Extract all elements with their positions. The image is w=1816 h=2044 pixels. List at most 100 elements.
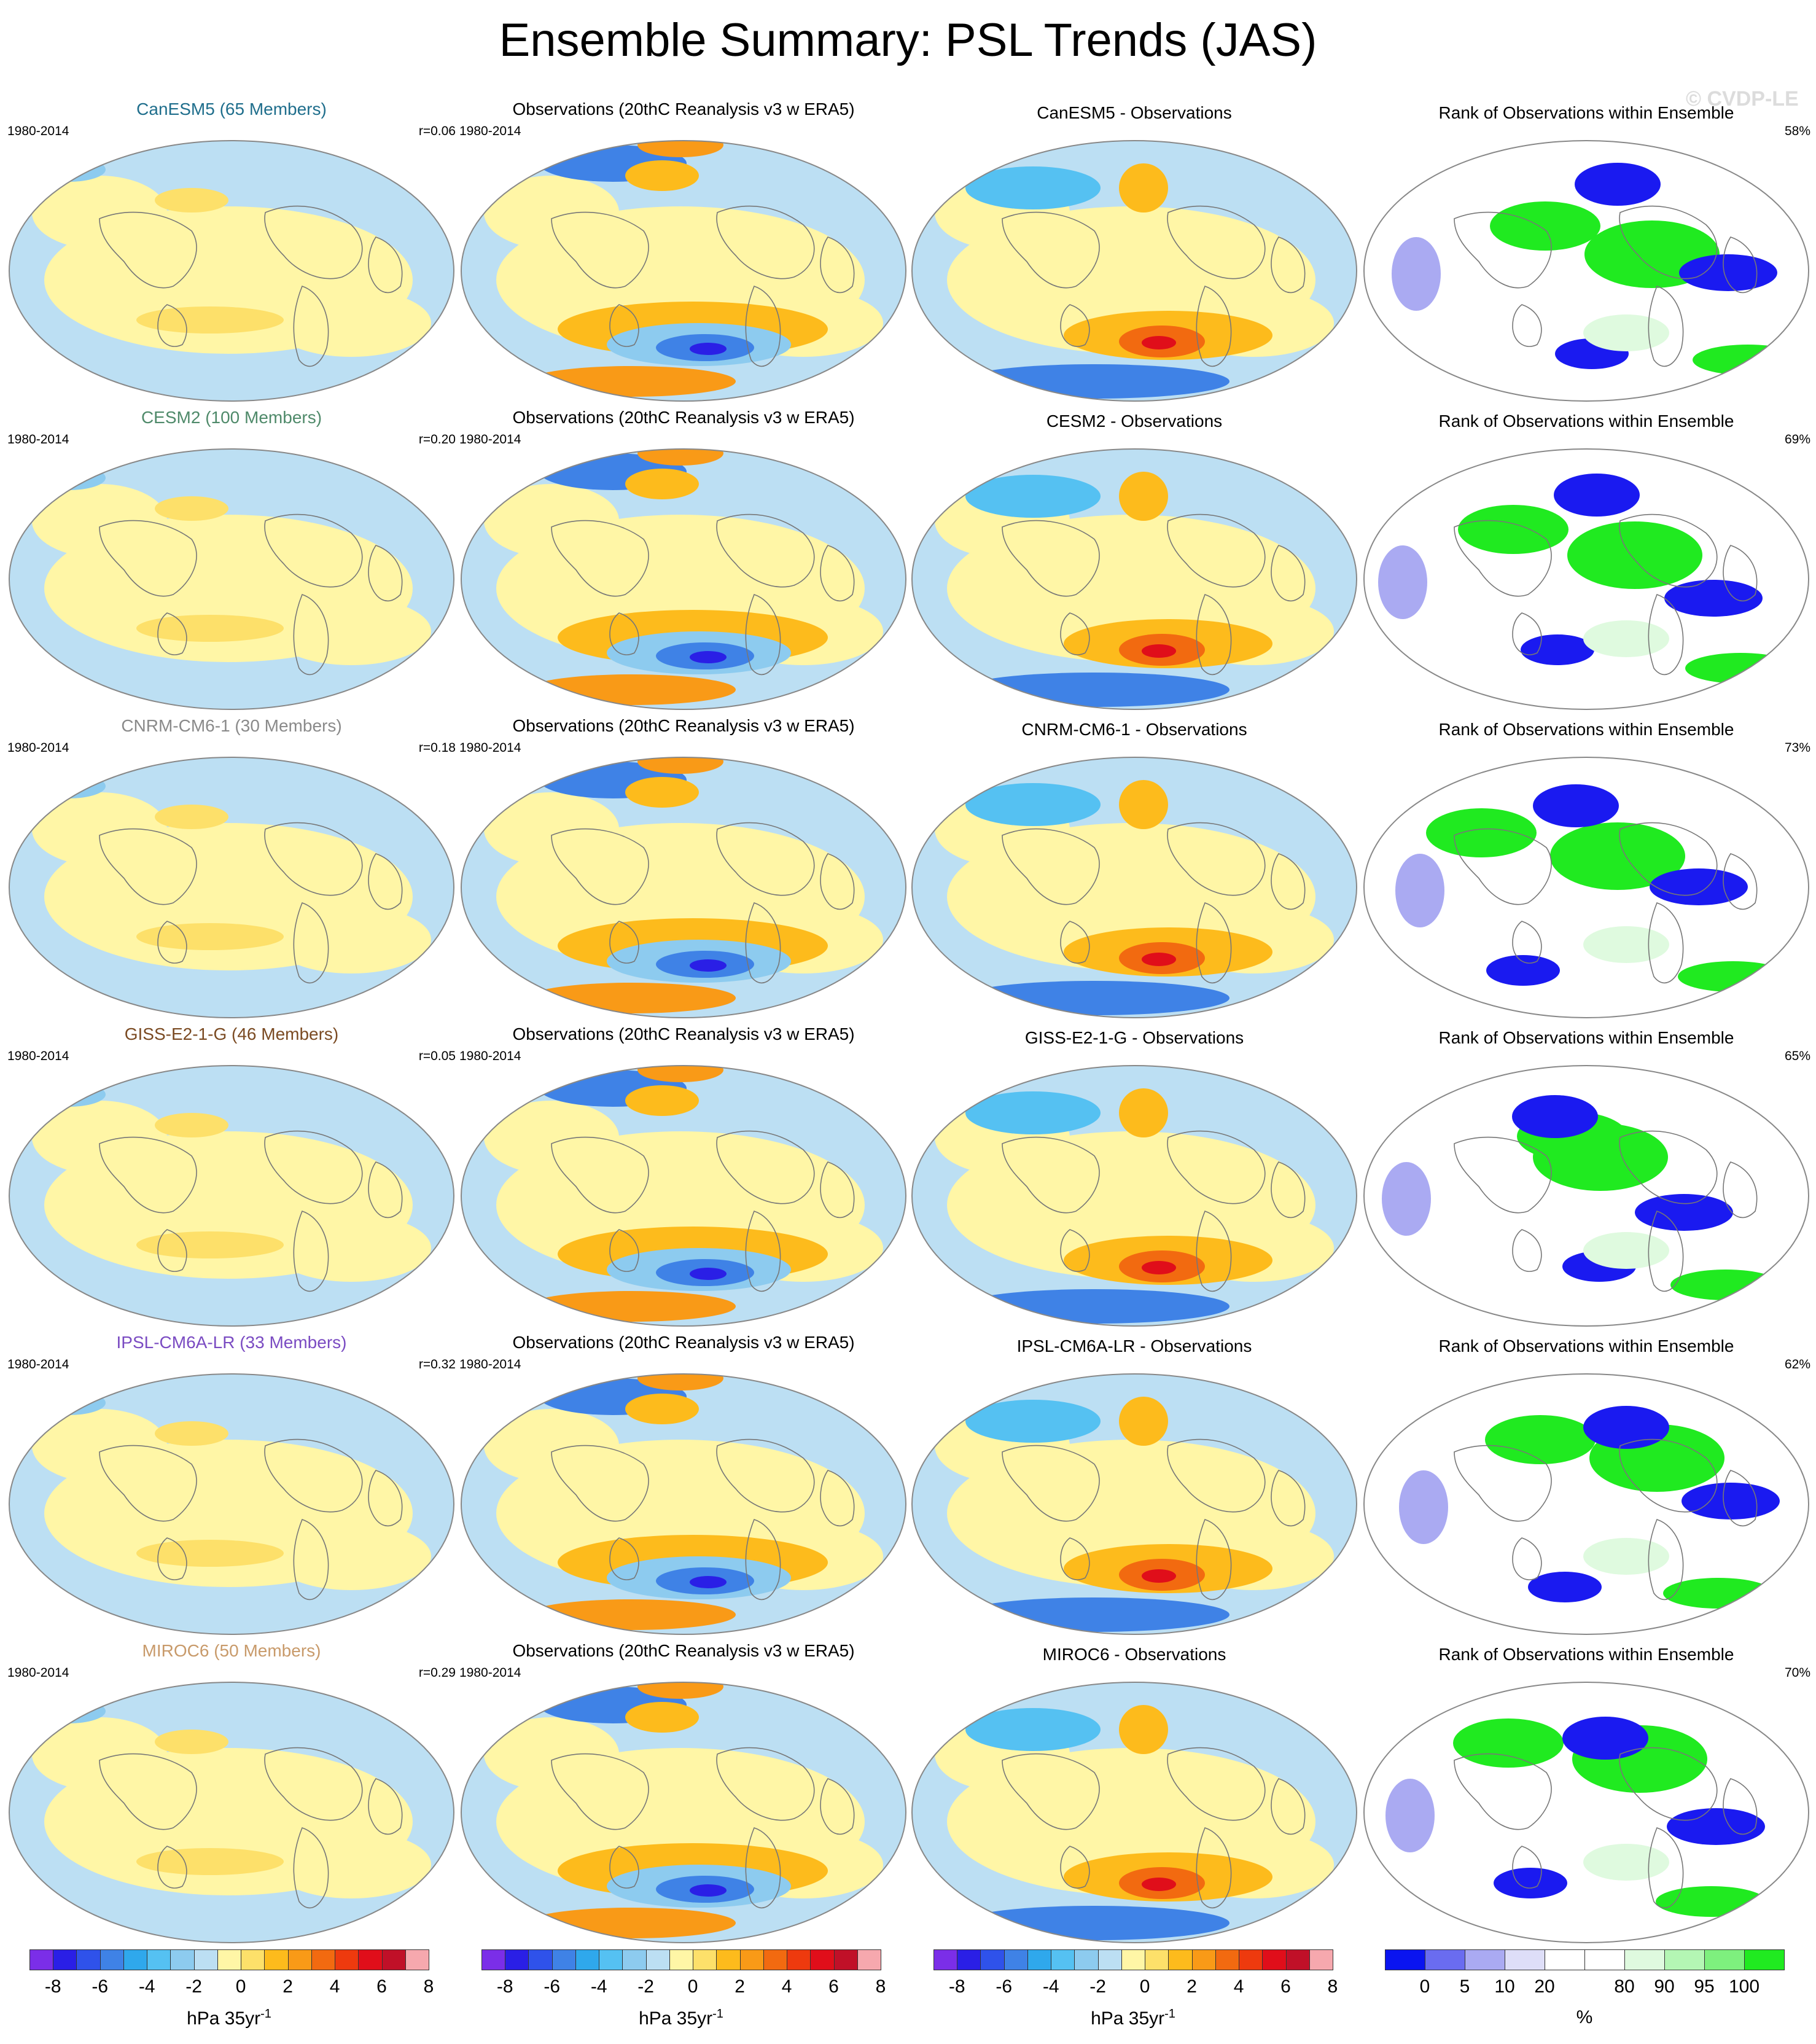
panel-title: CNRM-CM6-1 - Observations: [1021, 720, 1247, 739]
rank-panel-4: Rank of Observations within Ensemble 65%: [1362, 1023, 1810, 1330]
globe-map: [911, 448, 1357, 710]
panel-title: Rank of Observations within Ensemble: [1438, 1028, 1734, 1047]
panel-title: Observations (20thC Reanalysis v3 w ERA5…: [512, 1024, 855, 1043]
colorbar-tick-label: -6: [996, 1976, 1013, 1997]
colorbar-tick-label: 4: [1233, 1976, 1244, 1997]
colorbar-swatch: [669, 1949, 694, 1970]
correlation-label: r=0.06: [418, 124, 456, 138]
colorbar-swatch: [1545, 1949, 1585, 1970]
colorbar-tick-label: 0: [1139, 1976, 1150, 1997]
colorbar-swatch: [264, 1949, 289, 1970]
observation-panel-3: Observations (20thC Reanalysis v3 w ERA5…: [459, 715, 908, 1022]
colorbar-swatch: [1262, 1949, 1287, 1970]
colorbar-tick-label: 0: [235, 1976, 246, 1997]
colorbar-swatch: [1505, 1949, 1545, 1970]
colorbar-tick-label: -2: [637, 1976, 654, 1997]
difference-panel-3: CNRM-CM6-1 - Observations: [910, 715, 1358, 1022]
colorbar-swatch: [505, 1949, 529, 1970]
colorbar-tick-label: 2: [1187, 1976, 1197, 1997]
globe-map: [1363, 1373, 1809, 1635]
colorbar-swatch: [76, 1949, 101, 1970]
colorbar-swatch: [693, 1949, 717, 1970]
panel-title: CESM2 - Observations: [1046, 412, 1223, 431]
colorbar-swatch: [645, 1949, 670, 1970]
colorbar-swatch: [311, 1949, 336, 1970]
colorbar-tick-label: -4: [138, 1976, 155, 1997]
colorbar-swatch: [1385, 1949, 1425, 1970]
colorbar-swatch: [528, 1949, 553, 1970]
colorbar-tick-label: 6: [1280, 1976, 1291, 1997]
colorbar-tick-label: 20: [1534, 1976, 1555, 1997]
panel-title: IPSL-CM6A-LR (33 Members): [116, 1333, 347, 1352]
colorbar-tick-label: 10: [1494, 1976, 1515, 1997]
colorbar-tick-label: 0: [1419, 1976, 1430, 1997]
colorbar-swatch: [241, 1949, 265, 1970]
colorbar-unit: %: [1576, 2007, 1593, 2027]
panel-title: Rank of Observations within Ensemble: [1438, 412, 1734, 431]
colorbar-swatch: [810, 1949, 835, 1970]
globe-map: [911, 1065, 1357, 1327]
colorbar-swatch: [1704, 1949, 1745, 1970]
globe-map: [1363, 448, 1809, 710]
panel-title: Observations (20thC Reanalysis v3 w ERA5…: [512, 1333, 855, 1352]
correlation-label: r=0.32: [418, 1357, 456, 1371]
colorbar-tick-label: 6: [828, 1976, 839, 1997]
panel-title: MIROC6 - Observations: [1042, 1645, 1226, 1664]
panel-title: Rank of Observations within Ensemble: [1438, 103, 1734, 122]
colorbar-swatch: [1215, 1949, 1240, 1970]
observation-panel-1: Observations (20thC Reanalysis v3 w ERA5…: [459, 98, 908, 405]
colorbar-tick-label: 8: [423, 1976, 434, 1997]
colorbar-swatch: [147, 1949, 171, 1970]
colorbar-tick-label: -4: [1042, 1976, 1059, 1997]
colorbar-swatch: [335, 1949, 359, 1970]
globe-map: [461, 1682, 906, 1943]
colorbar-tick-label: -8: [948, 1976, 965, 1997]
model-panel-3: CNRM-CM6-1 (30 Members) 1980-2014 r=0.18: [7, 715, 456, 1022]
colorbar-swatch: [1285, 1949, 1310, 1970]
colorbar-tick-label: 95: [1694, 1976, 1715, 1997]
colorbar-swatch: [763, 1949, 788, 1970]
colorbar-tick-label: -2: [185, 1976, 202, 1997]
colorbar-tick-label: -2: [1089, 1976, 1106, 1997]
model-panel-4: GISS-E2-1-G (46 Members) 1980-2014 r=0.05: [7, 1023, 456, 1330]
colorbar-tick-label: 4: [781, 1976, 792, 1997]
rank-percent: 62%: [1784, 1357, 1810, 1371]
panel-title: Rank of Observations within Ensemble: [1438, 1336, 1734, 1356]
colorbar-swatch: [957, 1949, 981, 1970]
colorbar-unit: hPa 35yr-1: [1010, 2007, 1256, 2029]
globe-map: [9, 1065, 454, 1327]
period-label: 1980-2014: [459, 432, 521, 447]
colorbar-swatch: [1425, 1949, 1465, 1970]
colorbar-swatch: [1145, 1949, 1169, 1970]
panel-title: GISS-E2-1-G - Observations: [1024, 1028, 1244, 1047]
globe-map: [461, 1373, 906, 1635]
correlation-label: r=0.18: [418, 741, 456, 755]
panel-title: Observations (20thC Reanalysis v3 w ERA5…: [512, 99, 855, 119]
colorbar-tick-label: -6: [544, 1976, 561, 1997]
panel-title: Observations (20thC Reanalysis v3 w ERA5…: [512, 1641, 855, 1660]
rank-panel-1: Rank of Observations within Ensemble 58%: [1362, 98, 1810, 405]
colorbar-swatch: [1121, 1949, 1146, 1970]
colorbar-unit: hPa 35yr-1: [106, 2007, 352, 2029]
rank-percent: 65%: [1784, 1049, 1810, 1063]
colorbar-swatch: [980, 1949, 1005, 1970]
colorbar-tick-label: -6: [92, 1976, 109, 1997]
rank-percent: 58%: [1784, 124, 1810, 138]
rank-percent: 69%: [1784, 432, 1810, 447]
colorbar-tick-label: 6: [376, 1976, 387, 1997]
globe-map: [9, 1682, 454, 1943]
correlation-label: r=0.20: [418, 432, 456, 447]
panel-title: Rank of Observations within Ensemble: [1438, 1645, 1734, 1664]
colorbar-swatch: [170, 1949, 195, 1970]
rank-panel-3: Rank of Observations within Ensemble 73%: [1362, 715, 1810, 1022]
globe-map: [1363, 140, 1809, 402]
globe-map: [911, 140, 1357, 402]
panel-title: Observations (20thC Reanalysis v3 w ERA5…: [512, 408, 855, 427]
period-label: 1980-2014: [7, 1049, 69, 1063]
panel-title: CanESM5 (65 Members): [136, 99, 327, 119]
colorbar-swatch: [1309, 1949, 1333, 1970]
colorbar-swatch: [1191, 1949, 1216, 1970]
colorbar-swatch: [1097, 1949, 1122, 1970]
unit-text: hPa 35yr: [187, 2008, 261, 2029]
period-label: 1980-2014: [459, 741, 521, 755]
